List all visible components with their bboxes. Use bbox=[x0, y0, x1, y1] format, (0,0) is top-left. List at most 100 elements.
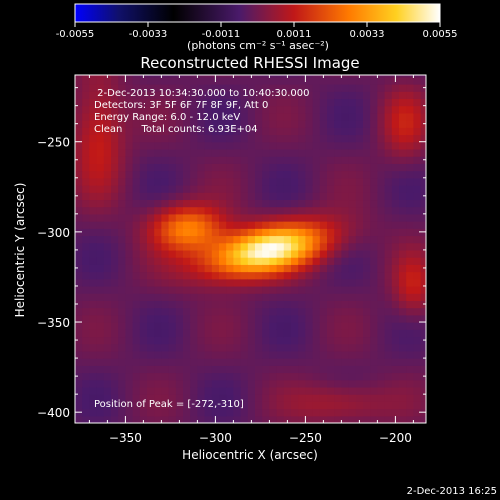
heatmap-cell bbox=[413, 386, 422, 395]
heatmap-cell bbox=[413, 112, 422, 121]
heatmap-cell bbox=[341, 350, 350, 359]
heatmap-cell bbox=[413, 75, 422, 78]
heatmap-cell bbox=[125, 221, 134, 229]
heatmap-cell bbox=[233, 105, 242, 114]
heatmap-cell bbox=[147, 75, 155, 78]
heatmap-cell bbox=[118, 156, 126, 164]
y-axis: −250−300−350−400 bbox=[37, 87, 426, 420]
heatmap-cell bbox=[204, 221, 213, 229]
heatmap-cell bbox=[348, 148, 357, 157]
heatmap-cell bbox=[319, 228, 328, 237]
heatmap-cell bbox=[334, 235, 342, 244]
heatmap-cell bbox=[305, 249, 314, 258]
heatmap-cell bbox=[334, 112, 342, 121]
heatmap-cell bbox=[111, 408, 119, 417]
heatmap-cell bbox=[175, 134, 184, 143]
heatmap-cell bbox=[305, 408, 314, 417]
heatmap-cell bbox=[219, 394, 227, 402]
heatmap-cell bbox=[305, 156, 314, 164]
heatmap-cell bbox=[377, 307, 386, 316]
heatmap-cell bbox=[96, 257, 105, 265]
heatmap-cell bbox=[204, 336, 213, 345]
heatmap-cell bbox=[355, 156, 364, 164]
heatmap-cell bbox=[219, 401, 227, 410]
heatmap-cell bbox=[190, 415, 198, 423]
heatmap-cell bbox=[183, 379, 191, 388]
heatmap-cell bbox=[125, 163, 134, 172]
heatmap-cell bbox=[255, 278, 263, 287]
heatmap-cell bbox=[82, 112, 90, 121]
heatmap-cell bbox=[312, 372, 321, 381]
heatmap-cell bbox=[190, 184, 198, 193]
heatmap-cell bbox=[139, 235, 148, 244]
heatmap-cell bbox=[233, 336, 242, 345]
heatmap-cell bbox=[132, 300, 141, 309]
heatmap-cell bbox=[111, 170, 119, 179]
heatmap-cell bbox=[312, 408, 321, 417]
heatmap-cell bbox=[75, 213, 83, 222]
heatmap-cell bbox=[154, 358, 162, 366]
heatmap-cell bbox=[319, 350, 328, 359]
heatmap-cell bbox=[233, 257, 242, 265]
heatmap-cell bbox=[327, 84, 335, 92]
heatmap-cell bbox=[247, 408, 256, 417]
heatmap-cell bbox=[420, 386, 426, 395]
heatmap-cell bbox=[377, 228, 386, 237]
heatmap-cell bbox=[132, 358, 141, 366]
heatmap-cell bbox=[276, 127, 285, 136]
heatmap-cell bbox=[125, 134, 134, 143]
heatmap-cell bbox=[363, 336, 371, 345]
heatmap-cell bbox=[269, 141, 278, 150]
heatmap-cell bbox=[247, 372, 256, 381]
heatmap-cell bbox=[211, 386, 220, 395]
heatmap-cell bbox=[147, 415, 155, 423]
heatmap-cell bbox=[370, 127, 378, 136]
heatmap-cell bbox=[89, 127, 98, 136]
heatmap-cell bbox=[413, 221, 422, 229]
heatmap-cell bbox=[406, 199, 414, 208]
heatmap-cell bbox=[219, 372, 227, 381]
heatmap-cell bbox=[175, 257, 184, 265]
heatmap-cell bbox=[190, 75, 198, 78]
heatmap-cell bbox=[355, 358, 364, 366]
heatmap-cell bbox=[312, 394, 321, 402]
heatmap-cell bbox=[226, 177, 234, 186]
heatmap-cell bbox=[175, 170, 184, 179]
heatmap-cell bbox=[276, 105, 285, 114]
heatmap-cell bbox=[211, 271, 220, 280]
heatmap-cell bbox=[262, 170, 270, 179]
heatmap-cell bbox=[283, 329, 292, 338]
heatmap-cell bbox=[161, 264, 170, 273]
heatmap-cell bbox=[197, 408, 206, 417]
heatmap-cell bbox=[96, 322, 105, 330]
heatmap-cell bbox=[190, 278, 198, 287]
heatmap-cell bbox=[413, 372, 422, 381]
heatmap-cell bbox=[161, 156, 170, 164]
heatmap-cell bbox=[233, 278, 242, 287]
heatmap-cell bbox=[327, 98, 335, 107]
heatmap-cell bbox=[283, 206, 292, 215]
heatmap-cell bbox=[255, 271, 263, 280]
heatmap-cell bbox=[204, 358, 213, 366]
heatmap-cell bbox=[363, 84, 371, 92]
heatmap-cell bbox=[183, 372, 191, 381]
heatmap-cell bbox=[226, 156, 234, 164]
heatmap-cell bbox=[168, 141, 177, 150]
heatmap-cell bbox=[111, 76, 119, 85]
heatmap-cell bbox=[103, 199, 112, 208]
heatmap-cell bbox=[413, 249, 422, 258]
heatmap-cell bbox=[262, 134, 270, 143]
heatmap-cell bbox=[319, 76, 328, 85]
heatmap-cell bbox=[420, 343, 426, 352]
heatmap-cell bbox=[363, 75, 371, 78]
chart-title: Reconstructed RHESSI Image bbox=[140, 54, 359, 72]
heatmap-cell bbox=[327, 105, 335, 114]
heatmap-cell bbox=[391, 177, 400, 186]
heatmap-cell bbox=[399, 264, 407, 273]
heatmap-cell bbox=[197, 278, 206, 287]
heatmap-cell bbox=[247, 379, 256, 388]
heatmap-cell bbox=[96, 307, 105, 316]
colorbar-tick-label: 0.0055 bbox=[423, 29, 458, 40]
heatmap-cell bbox=[118, 329, 126, 338]
heatmap-cell bbox=[377, 156, 386, 164]
